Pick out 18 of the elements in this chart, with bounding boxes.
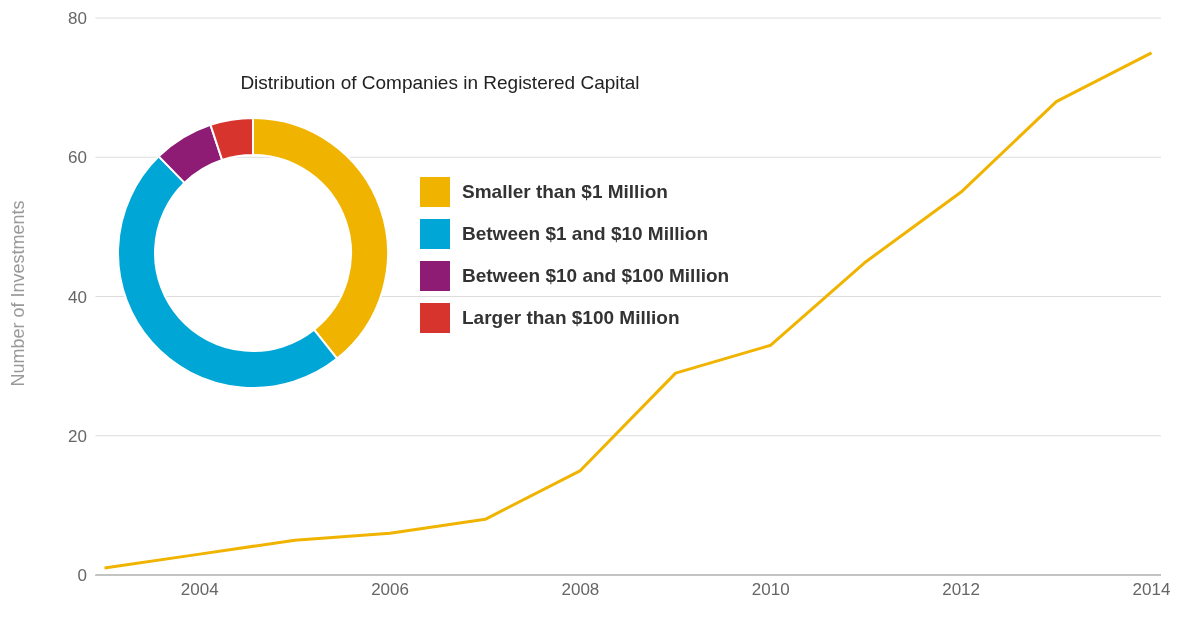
legend-label: Larger than $100 Million <box>462 307 680 329</box>
x-tick-label: 2014 <box>1132 580 1171 600</box>
y-tick-label: 80 <box>68 9 87 29</box>
line-series <box>103 51 1153 570</box>
y-tick-label: 40 <box>68 287 87 307</box>
legend-label: Smaller than $1 Million <box>462 181 668 203</box>
x-tick-label: 2006 <box>371 580 409 600</box>
legend-label: Between $10 and $100 Million <box>462 265 730 287</box>
y-axis-title: Number of Investments <box>8 200 29 387</box>
x-tick-label: 2012 <box>942 580 981 600</box>
y-tick-label: 0 <box>77 566 87 586</box>
chart-title: Distribution of Companies in Registered Capital <box>239 72 641 94</box>
x-tick-label: 2010 <box>751 580 790 600</box>
x-tick-label: 2004 <box>180 580 219 600</box>
y-tick-label: 60 <box>68 148 87 168</box>
y-tick-label: 20 <box>68 426 87 446</box>
x-tick-label: 2008 <box>561 580 600 600</box>
legend-label: Between $1 and $10 Million <box>462 223 709 245</box>
